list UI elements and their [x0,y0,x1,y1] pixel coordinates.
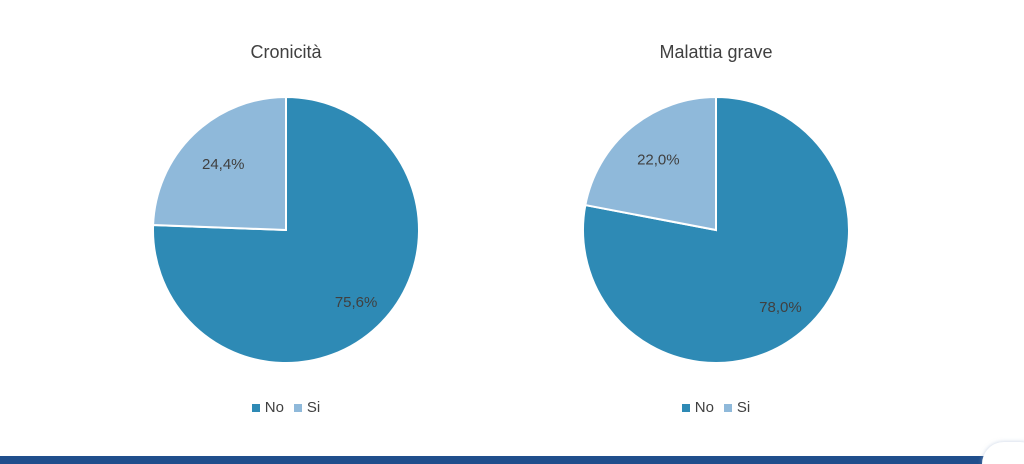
legend-item-no: No [251,399,284,416]
legend-item-no: No [681,399,714,416]
legend-swatch-no [681,403,690,412]
chart-title: Cronicità [250,42,322,62]
legend: No Si [496,399,936,416]
corner-decoration [982,442,1024,464]
legend-label-no: No [694,399,714,416]
legend: No Si [66,399,506,416]
slice-label-si: 22,0% [637,151,680,168]
pie-svg: 75,6% 24,4% [152,95,420,364]
pie-chart-cronicita: Cronicità 75,6% 24,4% No Si [66,0,506,440]
slice-label-no: 75,6% [335,294,378,311]
footer-bar [0,456,1024,464]
legend-item-si: Si [293,399,321,416]
legend-label-si: Si [736,399,751,416]
legend-swatch-si [723,403,732,412]
slice-label-no: 78,0% [759,299,802,316]
legend-label-si: Si [306,399,321,416]
slice-label-si: 24,4% [202,156,245,173]
pie-svg: 78,0% 22,0% [582,95,850,364]
pie-slice-si [152,95,287,232]
legend-swatch-si [293,403,302,412]
legend-swatch-no [251,403,260,412]
legend-label-no: No [264,399,284,416]
pie-slice-si [584,95,717,232]
pie-chart-malattia-grave: Malattia grave 78,0% 22,0% No Si [496,0,936,440]
chart-title: Malattia grave [659,42,773,62]
legend-item-si: Si [723,399,751,416]
